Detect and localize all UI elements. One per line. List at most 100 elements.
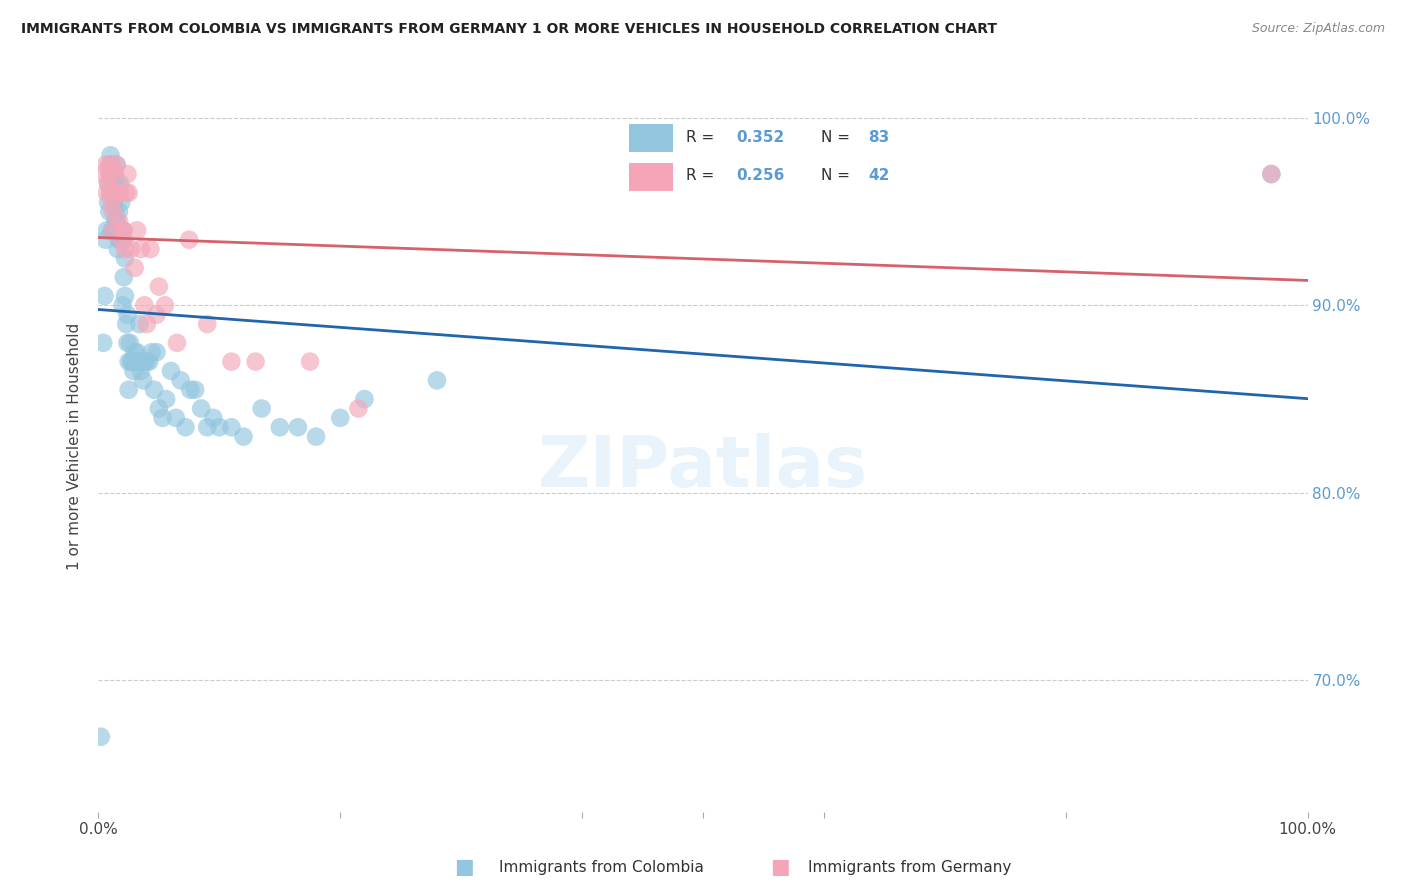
Point (105, 214, 128, 228)
Point (169, 373, 191, 387)
Point (148, 279, 170, 293)
Point (103, 186, 125, 200)
Text: 0.256: 0.256 (737, 168, 785, 183)
Point (124, 345, 146, 359)
Point (98, 158, 121, 172)
Point (128, 317, 150, 331)
Point (104, 214, 127, 228)
Point (202, 410, 225, 425)
Point (96, 223, 118, 237)
Text: Source: ZipAtlas.com: Source: ZipAtlas.com (1251, 22, 1385, 36)
Point (108, 233, 131, 247)
Text: ■: ■ (770, 857, 790, 877)
Point (111, 223, 134, 237)
Point (114, 289, 136, 303)
Text: R =: R = (686, 168, 720, 183)
Point (100, 158, 122, 172)
Point (166, 335, 188, 350)
Point (127, 223, 149, 237)
FancyBboxPatch shape (628, 162, 672, 191)
Point (152, 410, 174, 425)
Point (232, 429, 254, 443)
Point (108, 177, 131, 191)
Point (117, 308, 139, 322)
Point (122, 364, 145, 378)
Text: R =: R = (686, 129, 720, 145)
Point (148, 401, 170, 416)
Point (107, 186, 129, 200)
Point (134, 354, 156, 368)
Point (124, 260, 146, 275)
Point (195, 317, 218, 331)
Point (107, 186, 129, 200)
Point (105, 177, 128, 191)
Text: N =: N = (821, 168, 855, 183)
Point (1260, 167, 1282, 181)
Point (108, 233, 131, 247)
Point (110, 233, 132, 247)
Point (195, 420, 218, 434)
Point (111, 223, 134, 237)
Point (1260, 167, 1282, 181)
Text: 42: 42 (869, 168, 890, 183)
Point (184, 383, 207, 397)
Point (100, 186, 122, 200)
Point (112, 223, 135, 237)
Point (138, 354, 160, 368)
Point (100, 167, 122, 181)
Point (132, 373, 155, 387)
Point (101, 223, 124, 237)
Point (118, 383, 141, 397)
Point (135, 317, 157, 331)
Point (127, 354, 149, 368)
Point (118, 335, 141, 350)
Point (347, 401, 370, 416)
FancyBboxPatch shape (628, 124, 672, 152)
Point (108, 204, 131, 219)
Point (117, 167, 139, 181)
Point (114, 252, 136, 266)
Point (91, 335, 114, 350)
Point (129, 242, 152, 256)
Point (299, 354, 322, 368)
Point (100, 148, 122, 162)
Point (208, 420, 231, 434)
Point (190, 401, 212, 416)
Point (139, 242, 162, 256)
Point (111, 298, 134, 312)
Point (305, 429, 328, 443)
Point (115, 317, 138, 331)
Point (145, 345, 167, 359)
Point (112, 270, 135, 285)
Point (105, 158, 128, 172)
Text: Immigrants from Colombia: Immigrants from Colombia (499, 860, 704, 874)
Point (104, 167, 127, 181)
Point (135, 354, 157, 368)
Text: 83: 83 (869, 129, 890, 145)
Point (143, 383, 166, 397)
Point (105, 158, 128, 172)
Point (117, 335, 139, 350)
Point (145, 308, 167, 322)
Point (115, 186, 138, 200)
Point (103, 167, 125, 181)
Point (118, 354, 141, 368)
Point (329, 410, 352, 425)
Text: IMMIGRANTS FROM COLOMBIA VS IMMIGRANTS FROM GERMANY 1 OR MORE VEHICLES IN HOUSEH: IMMIGRANTS FROM COLOMBIA VS IMMIGRANTS F… (21, 22, 997, 37)
Point (91, 167, 114, 181)
Point (120, 242, 142, 256)
Point (112, 233, 135, 247)
Point (101, 223, 124, 237)
Point (100, 195, 122, 210)
Point (100, 186, 122, 200)
Point (155, 392, 177, 406)
Point (426, 373, 449, 387)
Point (134, 298, 156, 312)
Text: N =: N = (821, 129, 855, 145)
Point (103, 195, 125, 210)
Point (94, 158, 117, 172)
Point (90, 730, 112, 744)
Point (97, 177, 120, 191)
Point (221, 420, 243, 434)
Point (245, 354, 267, 368)
